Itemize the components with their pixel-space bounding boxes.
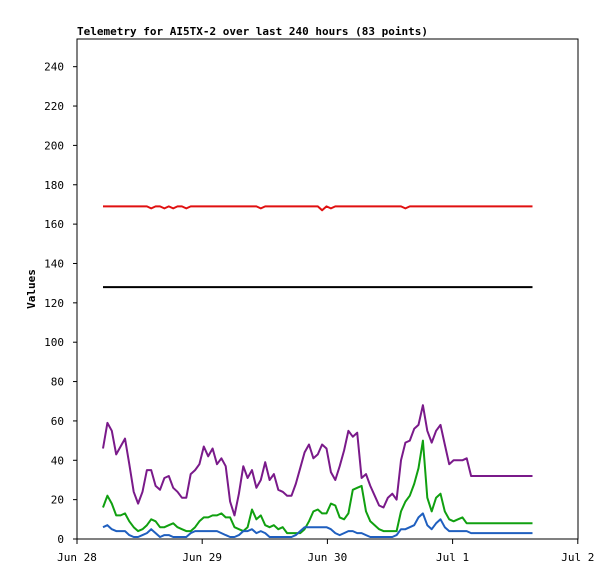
y-tick-label: 0 bbox=[57, 533, 64, 546]
chart-title: Telemetry for AI5TX-2 over last 240 hour… bbox=[77, 25, 428, 38]
y-tick-label: 60 bbox=[51, 415, 64, 428]
y-tick-label: 40 bbox=[51, 454, 64, 467]
series-line-3 bbox=[102, 404, 533, 517]
series-line-5 bbox=[102, 512, 533, 538]
x-tick-label: Jun 29 bbox=[182, 551, 222, 564]
y-tick-label: 220 bbox=[44, 100, 64, 113]
plot-area bbox=[76, 38, 579, 540]
y-tick-label: 160 bbox=[44, 218, 64, 231]
y-tick-label: 20 bbox=[51, 494, 64, 507]
x-tick-label: Jul 2 bbox=[561, 551, 594, 564]
series-line-4 bbox=[102, 439, 533, 535]
y-axis-label: Values bbox=[25, 269, 38, 309]
y-tick-label: 140 bbox=[44, 257, 64, 270]
x-tick-label: Jul 1 bbox=[436, 551, 469, 564]
y-tick-label: 180 bbox=[44, 179, 64, 192]
y-tick-label: 200 bbox=[44, 139, 64, 152]
y-tick-label: 80 bbox=[51, 376, 64, 389]
series-line-1 bbox=[103, 205, 533, 212]
x-axis: Jun 28 Jun 29 Jun 30 Jul 1 Jul 2 bbox=[57, 539, 594, 564]
x-tick-label: Jun 28 bbox=[57, 551, 97, 564]
y-tick-label: 120 bbox=[44, 297, 64, 310]
series-layer bbox=[102, 205, 533, 538]
y-axis: 0 20 40 60 80 100 120 140 160 180 200 220 240 bbox=[44, 61, 77, 546]
y-tick-label: 240 bbox=[44, 61, 64, 74]
x-tick-label: Jun 30 bbox=[308, 551, 348, 564]
y-tick-label: 100 bbox=[44, 336, 64, 349]
